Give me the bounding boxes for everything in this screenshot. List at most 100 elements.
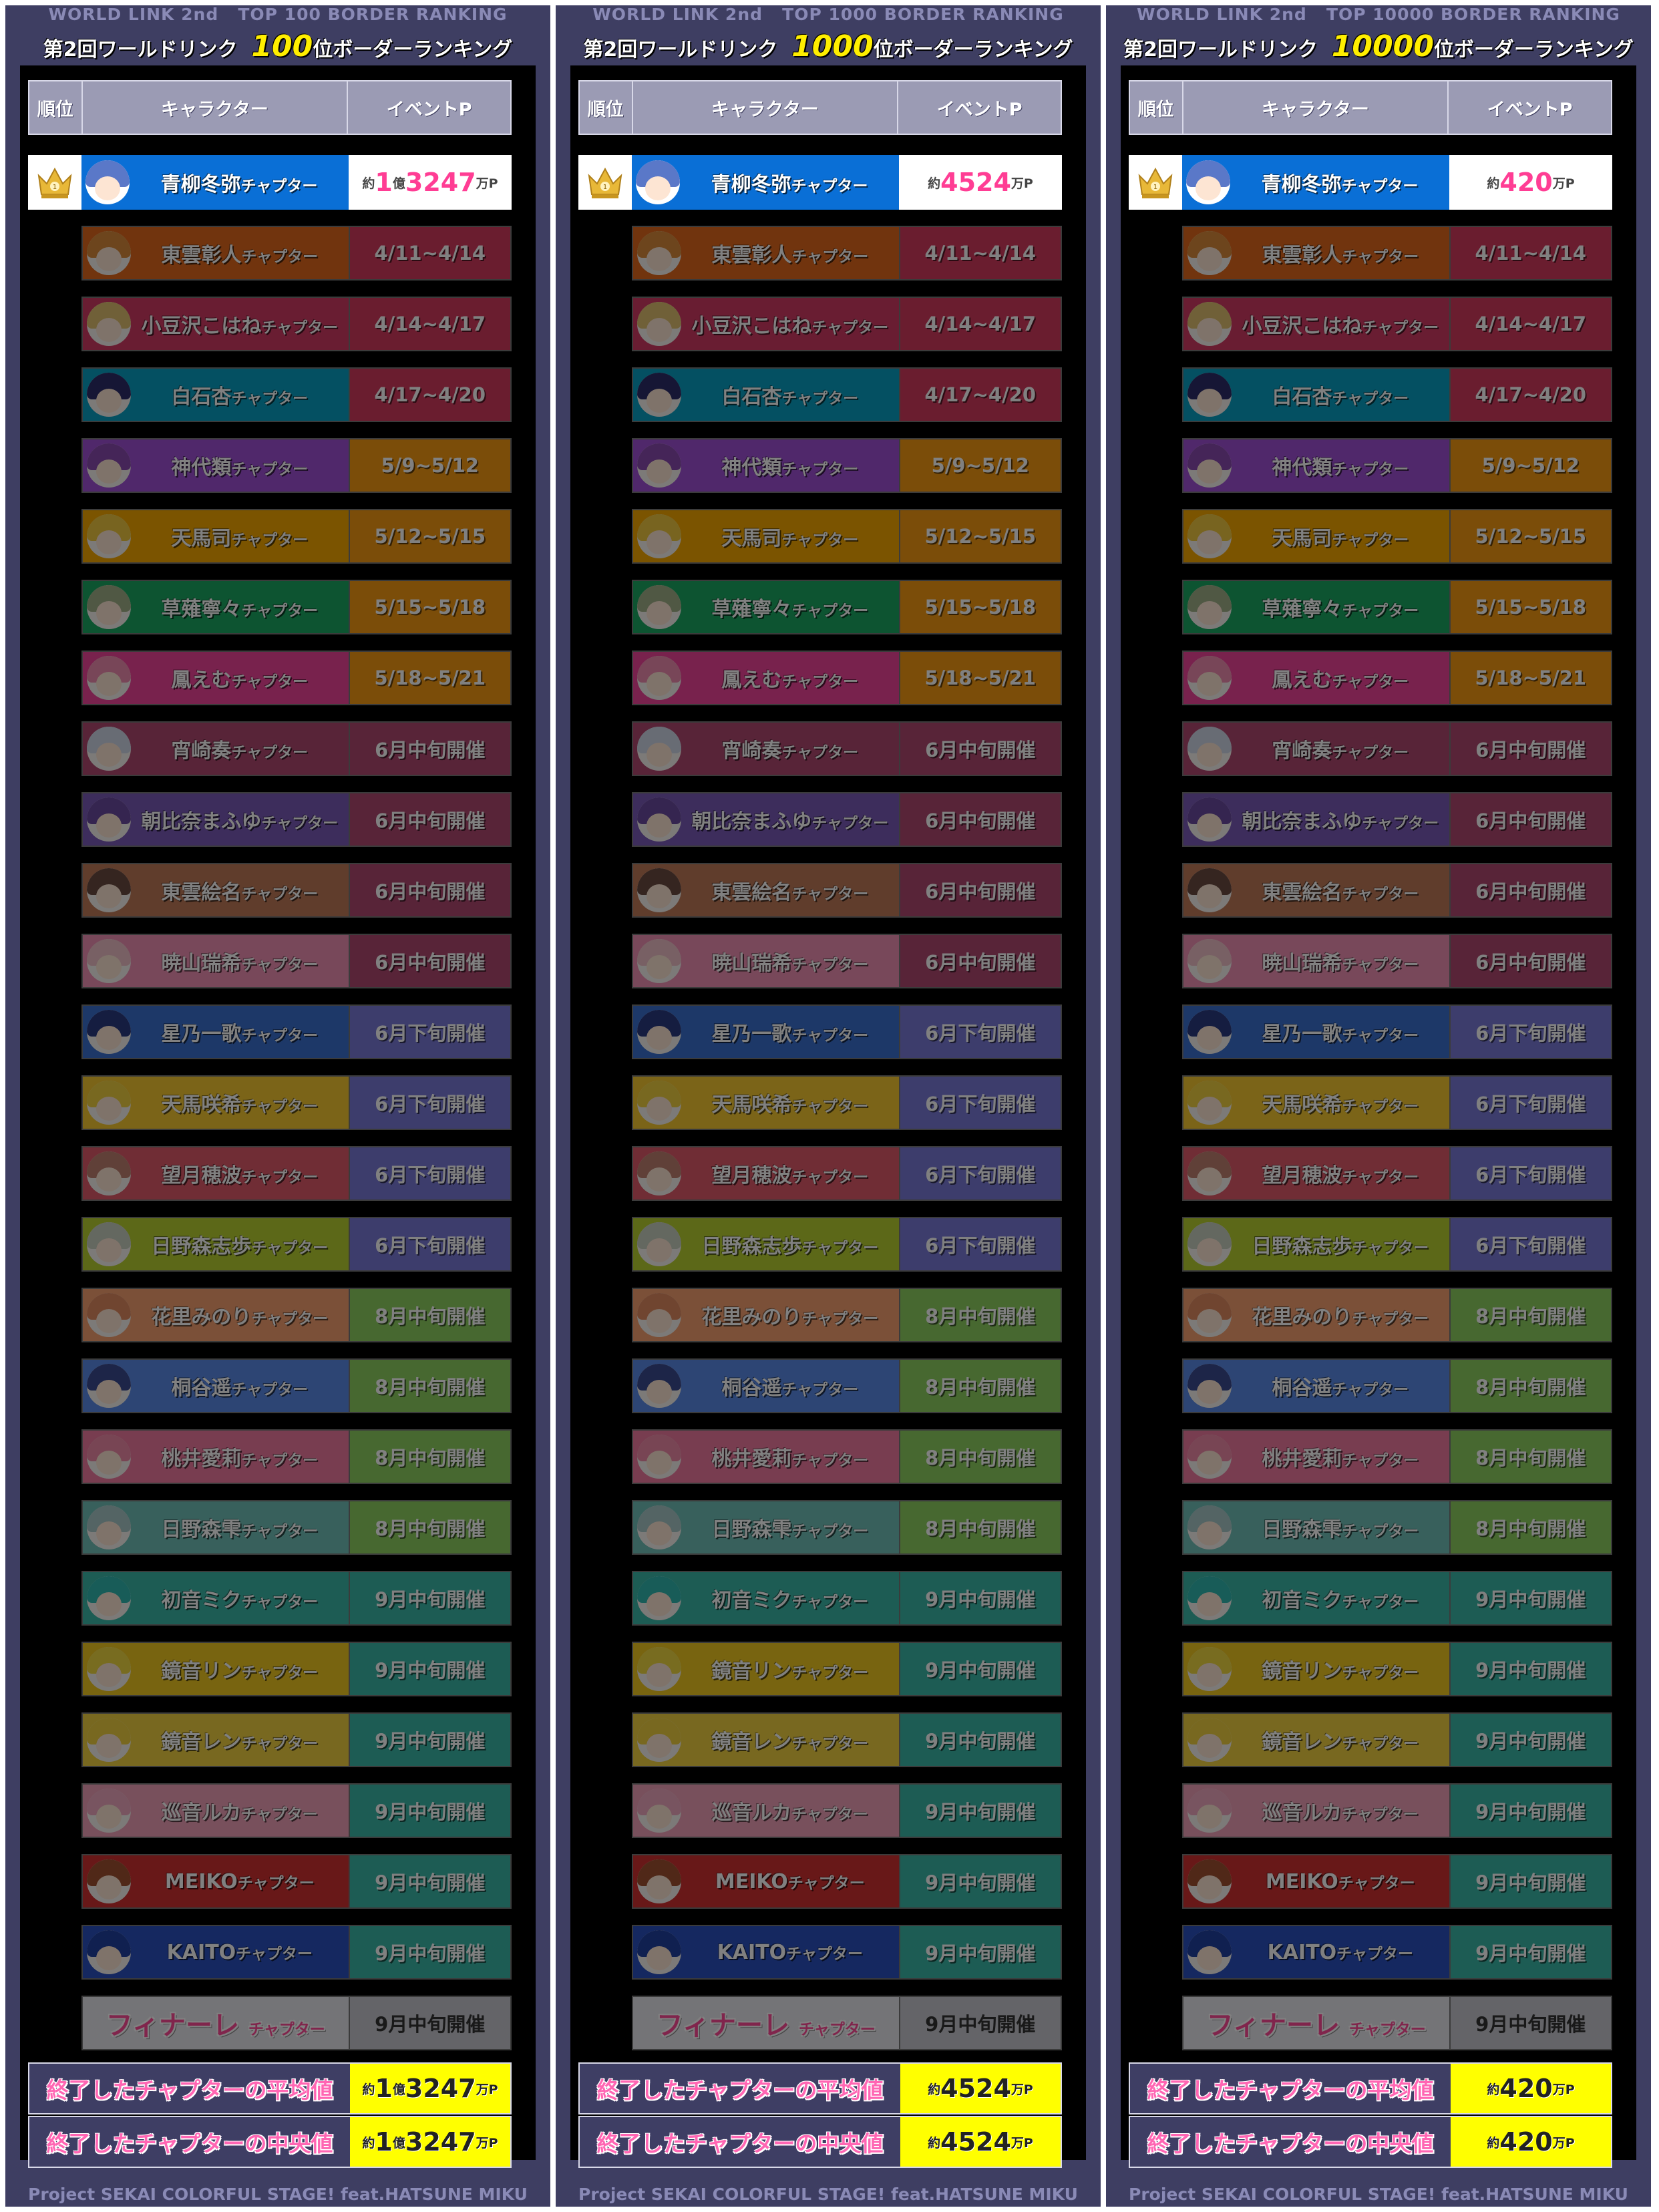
header-points: イベントP <box>1487 99 1573 120</box>
character-name: 青柳冬弥チャプター <box>680 168 899 197</box>
chapter-row: 東雲彰人チャプター 4/11~4/14 <box>632 226 1062 281</box>
avatar <box>87 1081 131 1125</box>
text: 小豆沢こはね <box>691 315 812 338</box>
text: 神代類 <box>721 456 782 480</box>
text: 神代類 <box>171 456 232 480</box>
chapter-character-cell: 天馬咲希チャプター <box>633 1077 899 1129</box>
chapter-date: 9月中旬開催 <box>348 1714 510 1766</box>
chapter-date: 8月中旬開催 <box>898 1431 1061 1483</box>
chapter-row: 花里みのりチャプター 8月中旬開催 <box>1182 1288 1612 1342</box>
avatar <box>637 939 681 983</box>
chapter-row: 星乃一歌チャプター 6月下旬開催 <box>81 1004 512 1059</box>
chapter-character-cell: 東雲彰人チャプター <box>633 227 899 279</box>
chapter-suffix: チャプター <box>1342 1594 1419 1611</box>
character-name: 初音ミクチャプター <box>681 1584 899 1613</box>
text: TOP 10000 BORDER RANKING <box>1326 5 1620 24</box>
chapter-date: 6月中旬開催 <box>898 864 1061 916</box>
chapter-row: 初音ミクチャプター 9月中旬開催 <box>81 1571 512 1626</box>
text: 億 <box>392 2082 405 2097</box>
chapter-date: 6月下旬開催 <box>898 1218 1061 1270</box>
chapter-character-cell: 白石杏チャプター <box>633 369 899 421</box>
text: TOP 1000 BORDER RANKING <box>782 5 1064 24</box>
chapter-suffix: チャプター <box>781 673 859 691</box>
chapter-row: 天馬司チャプター 5/12~5/15 <box>1182 509 1612 564</box>
text: 約 <box>928 176 941 191</box>
avatar <box>1187 514 1232 558</box>
chapter-date: 9月中旬開催 <box>1449 1714 1611 1766</box>
chapter-date: 4/11~4/14 <box>348 227 510 279</box>
chapter-row: 白石杏チャプター 4/17~4/20 <box>1182 367 1612 422</box>
chapter-row: MEIKOチャプター 9月中旬開催 <box>81 1854 512 1909</box>
character-name: 小豆沢こはねチャプター <box>681 309 899 339</box>
top-character-cell: 青柳冬弥チャプター <box>632 155 899 210</box>
chapter-character-cell: 天馬咲希チャプター <box>1183 1077 1449 1129</box>
character-name: 暁山瑞希チャプター <box>681 946 899 976</box>
chapter-suffix: チャプター <box>1342 248 1419 266</box>
top-entry-row: 1 青柳冬弥チャプター約 4524 万P <box>578 155 1062 210</box>
text: WORLD LINK 2nd <box>1137 5 1307 24</box>
panel-title: 第2回ワールドリンク 100位ボーダーランキング <box>5 28 550 65</box>
text: 小豆沢こはね <box>141 315 262 338</box>
chapter-character-cell: 桐谷遥チャプター <box>1183 1360 1449 1412</box>
chapter-row: 草薙寧々チャプター 5/15~5/18 <box>1182 580 1612 634</box>
chapter-row: 神代類チャプター 5/9~5/12 <box>1182 438 1612 493</box>
text: 日野森志歩 <box>701 1235 802 1258</box>
character-name: 草薙寧々チャプター <box>681 592 899 622</box>
chapter-date: 6月中旬開催 <box>898 723 1061 775</box>
avatar <box>637 797 681 842</box>
chapter-character-cell: 東雲絵名チャプター <box>1183 864 1449 916</box>
text: 桐谷遥 <box>1272 1376 1332 1400</box>
text: 万P <box>476 176 498 191</box>
chapter-row: 小豆沢こはねチャプター 4/14~4/17 <box>632 297 1062 351</box>
chapter-suffix: チャプター <box>1332 390 1409 407</box>
avatar <box>637 1576 681 1620</box>
text: 鏡音リン <box>161 1660 242 1683</box>
chapter-suffix: チャプター <box>1342 1664 1419 1682</box>
chapter-suffix: チャプター <box>231 532 309 549</box>
avatar <box>1187 1647 1232 1691</box>
chapter-character-cell: 暁山瑞希チャプター <box>1183 935 1449 987</box>
chapter-suffix: チャプター <box>801 1240 879 1257</box>
text: 日野森雫 <box>711 1518 792 1541</box>
text: 鳳えむ <box>171 669 232 692</box>
text: 約 <box>362 176 375 191</box>
text: 鳳えむ <box>721 669 782 692</box>
character-name: KAITOチャプター <box>1232 1941 1449 1964</box>
chapter-date: 4/17~4/20 <box>348 369 510 421</box>
panel-subtitle: WORLD LINK 2nd TOP 1000 BORDER RANKING <box>556 5 1101 24</box>
text: WORLD LINK 2nd <box>592 5 763 24</box>
character-name: 白石杏チャプター <box>131 380 349 409</box>
chapter-date: 4/17~4/20 <box>898 369 1061 421</box>
chapter-date: 5/18~5/21 <box>348 652 510 704</box>
avatar <box>1187 1435 1232 1479</box>
text: 日野森志歩 <box>1252 1235 1352 1258</box>
text: 位ボーダーランキング <box>1433 38 1634 61</box>
chapter-row: 鏡音レンチャプター 9月中旬開催 <box>81 1712 512 1767</box>
chapter-suffix: チャプター <box>241 1735 319 1753</box>
character-name: 朝比奈まふゆチャプター <box>131 805 349 834</box>
chapter-character-cell: 東雲彰人チャプター <box>1183 227 1449 279</box>
top-event-points: 約 1 億 3247 万P <box>349 155 512 210</box>
avatar <box>1187 373 1232 417</box>
avatar <box>636 160 680 204</box>
character-name: 初音ミクチャプター <box>1232 1584 1449 1613</box>
character-name: フィナーレ チャプター <box>633 2004 899 2042</box>
character-name: MEIKOチャプター <box>681 1870 899 1893</box>
chapter-suffix: チャプター <box>251 1240 329 1257</box>
chapter-suffix: チャプター <box>251 1310 329 1328</box>
chapter-row: 日野森志歩チャプター 6月下旬開催 <box>632 1217 1062 1272</box>
chapter-character-cell: 白石杏チャプター <box>83 369 349 421</box>
avatar <box>87 1576 131 1620</box>
text: 天馬司 <box>1272 527 1332 550</box>
text: 1 <box>375 168 393 197</box>
text: 神代類 <box>1272 456 1332 480</box>
chapter-date: 8月中旬開催 <box>348 1431 510 1483</box>
chapter-row: 小豆沢こはねチャプター 4/14~4/17 <box>1182 297 1612 351</box>
avatar <box>87 1647 131 1691</box>
avatar <box>1187 1222 1232 1266</box>
chapter-row: 天馬司チャプター 5/12~5/15 <box>81 509 512 564</box>
chapter-character-cell: フィナーレ チャプター <box>83 1997 349 2049</box>
chapter-row: 桐谷遥チャプター 8月中旬開催 <box>632 1358 1062 1413</box>
avatar <box>637 1930 681 1974</box>
text: 100 <box>251 29 313 63</box>
